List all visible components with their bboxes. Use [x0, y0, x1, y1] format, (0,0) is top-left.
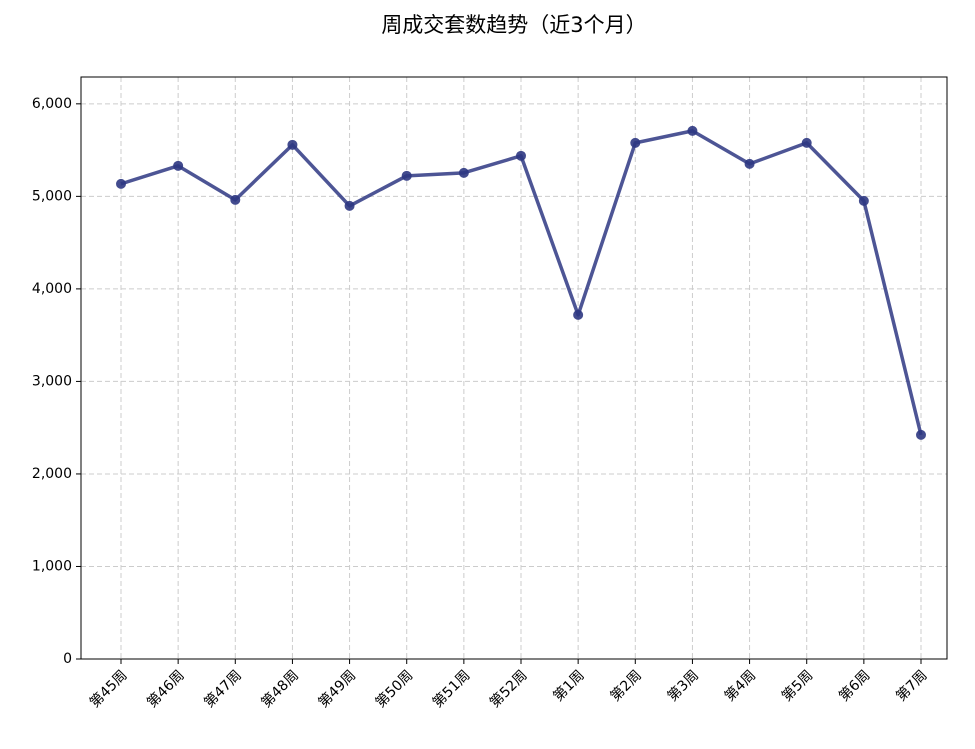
x-tick-label: 第47周 — [201, 667, 245, 711]
data-point — [516, 150, 526, 161]
data-point — [858, 195, 869, 206]
x-tick-label: 第51周 — [429, 667, 473, 711]
x-tick-label: 第50周 — [372, 667, 416, 711]
x-tick-label: 第6周 — [835, 667, 873, 705]
x-tick-label: 第1周 — [550, 667, 588, 705]
data-point — [230, 194, 241, 205]
x-tick-label: 第7周 — [893, 667, 931, 705]
x-tick-label: 第4周 — [721, 667, 759, 705]
x-tick-label: 第46周 — [143, 667, 187, 711]
data-point — [744, 158, 755, 169]
data-point — [916, 429, 926, 440]
x-tick-label: 第48周 — [258, 667, 302, 711]
chart-title: 周成交套数趋势（近3个月） — [381, 13, 646, 37]
data-point — [687, 125, 698, 136]
x-tick-label: 第3周 — [664, 667, 702, 705]
data-point — [573, 309, 584, 320]
y-tick-label: 0 — [63, 651, 72, 667]
data-point — [401, 170, 412, 181]
y-tick-label: 5,000 — [32, 188, 72, 204]
data-point — [287, 139, 298, 150]
x-tick-label: 第49周 — [315, 667, 359, 711]
data-point — [116, 178, 126, 189]
x-tick-label: 第52周 — [486, 667, 530, 711]
data-point — [801, 137, 812, 148]
plot-frame — [80, 76, 948, 660]
y-tick-label: 3,000 — [32, 373, 72, 389]
x-tick-label: 第45周 — [86, 667, 130, 711]
y-tick-label: 1,000 — [32, 558, 72, 574]
data-point — [344, 200, 355, 211]
data-point — [458, 167, 469, 178]
x-tick-label: 第2周 — [607, 667, 645, 705]
data-point — [630, 137, 641, 148]
y-tick-label: 4,000 — [32, 281, 72, 297]
y-tick-label: 6,000 — [32, 96, 72, 112]
data-point — [173, 160, 184, 171]
y-tick-label: 2,000 — [32, 466, 72, 482]
x-tick-label: 第5周 — [778, 667, 816, 705]
